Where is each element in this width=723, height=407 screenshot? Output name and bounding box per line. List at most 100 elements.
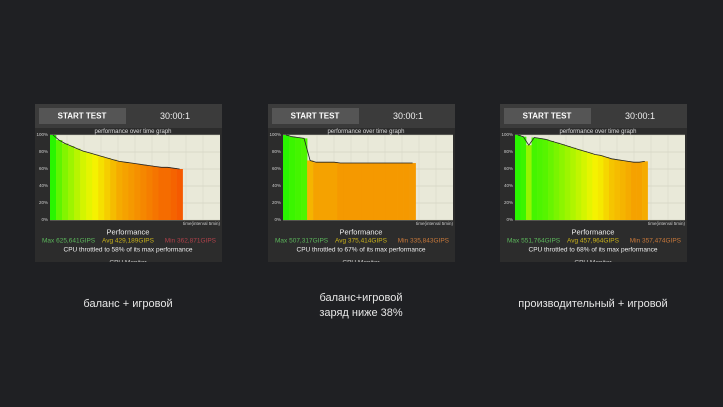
perf-bar <box>325 162 332 220</box>
y-tick-label: 20% <box>504 200 513 205</box>
perf-bar <box>343 163 350 220</box>
y-tick-label: 100% <box>36 132 48 137</box>
perf-bar <box>397 163 404 220</box>
chart-title: performance over time graph <box>94 129 171 135</box>
caption: баланс + игровой <box>83 298 172 310</box>
perf-bar <box>592 154 599 220</box>
perf-bar <box>158 167 165 220</box>
perf-bar <box>98 156 105 220</box>
avg-stat: Avg 457,964GIPS <box>567 238 620 245</box>
perf-bar <box>146 165 153 220</box>
perf-line <box>52 134 180 170</box>
perf-bar <box>152 166 159 220</box>
button-label[interactable]: START TEST <box>523 112 572 121</box>
perf-bar <box>385 163 392 220</box>
perf-line <box>517 134 645 163</box>
perf-bar <box>564 146 571 220</box>
perf-bar <box>307 160 314 220</box>
perf-bar <box>313 162 320 220</box>
perf-bar <box>391 163 398 220</box>
y-tick-label: 40% <box>39 183 48 188</box>
y-tick-label: 0% <box>41 217 48 222</box>
perf-bar <box>110 159 117 220</box>
perf-bar <box>140 164 147 220</box>
perf-bar <box>62 143 69 220</box>
caption: заряд ниже 38% <box>319 307 403 319</box>
perf-bar <box>50 135 57 220</box>
perf-bar <box>515 135 521 220</box>
perf-bar <box>553 142 560 220</box>
perf-bar <box>409 163 416 220</box>
perf-bar <box>636 162 643 220</box>
y-tick-label: 60% <box>272 166 281 171</box>
throttle-text: CPU throttled to 58% of its max performa… <box>64 247 193 254</box>
perf-bar <box>542 139 549 220</box>
perf-bar <box>164 167 171 220</box>
min-stat: Min 362,871GIPS <box>165 238 217 245</box>
perf-bar <box>367 163 374 220</box>
perf-bar <box>104 157 111 220</box>
perf-bar <box>597 155 604 220</box>
perf-bar <box>373 163 380 220</box>
section-title: Performance <box>107 227 150 236</box>
perf-bar <box>116 161 123 220</box>
perf-bar <box>625 161 632 220</box>
button-label[interactable]: START TEST <box>291 112 340 121</box>
y-tick-label: 0% <box>506 217 513 222</box>
perf-bar <box>170 168 177 220</box>
perf-bar <box>301 138 308 220</box>
app-panel: START TEST 30:00:1 performance over time g… <box>35 104 222 267</box>
perf-bar <box>128 163 135 220</box>
chart-title: performance over time graph <box>327 129 404 135</box>
perf-bar <box>581 151 588 220</box>
section-title: Performance <box>340 227 383 236</box>
perf-bar <box>379 163 386 220</box>
start-button[interactable] <box>272 108 359 124</box>
y-tick-label: 100% <box>501 132 513 137</box>
y-tick-label: 20% <box>39 200 48 205</box>
timer: 30:00:1 <box>160 111 190 121</box>
perf-bar <box>337 163 344 220</box>
perf-bar <box>176 169 183 220</box>
x-axis-label: time(interval 5min) <box>183 221 221 226</box>
y-tick-label: 40% <box>272 183 281 188</box>
perf-bar <box>74 148 81 220</box>
y-tick-label: 80% <box>272 149 281 154</box>
perf-bar <box>548 140 554 220</box>
app-panel: START TEST 30:00:1 performance over time g… <box>500 104 687 267</box>
perf-bar <box>570 147 577 220</box>
min-stat: Min 335,843GIPS <box>398 238 450 245</box>
caption: производительный + игровой <box>518 298 667 310</box>
max-stat: Max 625,641GIPS <box>42 238 96 245</box>
perf-bar <box>526 145 532 220</box>
max-stat: Max 507,317GIPS <box>275 238 329 245</box>
y-tick-label: 60% <box>504 166 513 171</box>
footer-text: CPU Monitor <box>342 260 380 267</box>
y-tick-label: 80% <box>504 149 513 154</box>
x-axis-label: time(interval 5min) <box>648 221 686 226</box>
perf-line <box>285 134 413 164</box>
perf-bar <box>603 157 610 220</box>
perf-bar <box>283 135 290 220</box>
start-button[interactable] <box>504 108 591 124</box>
start-button[interactable] <box>39 108 126 124</box>
perf-bar <box>80 151 87 220</box>
perf-bar <box>537 138 543 220</box>
chart-title: performance over time graph <box>559 129 636 135</box>
perf-bar <box>349 163 356 220</box>
y-tick-label: 60% <box>39 166 48 171</box>
perf-bar <box>631 162 637 220</box>
app-panel: START TEST 30:00:1 performance over time g… <box>268 104 455 267</box>
button-label[interactable]: START TEST <box>58 112 107 121</box>
footer-text: CPU Monitor <box>574 260 612 267</box>
avg-stat: Avg 429,189GIPS <box>102 238 155 245</box>
y-tick-label: 0% <box>274 217 281 222</box>
footer-text: CPU Monitor <box>109 260 147 267</box>
perf-bar <box>361 163 368 220</box>
perf-bar <box>331 162 338 220</box>
perf-bar <box>531 137 538 220</box>
perf-bar <box>355 163 362 220</box>
min-stat: Min 357,474GIPS <box>630 238 682 245</box>
throttle-text: CPU throttled to 67% of its max performa… <box>297 247 426 254</box>
